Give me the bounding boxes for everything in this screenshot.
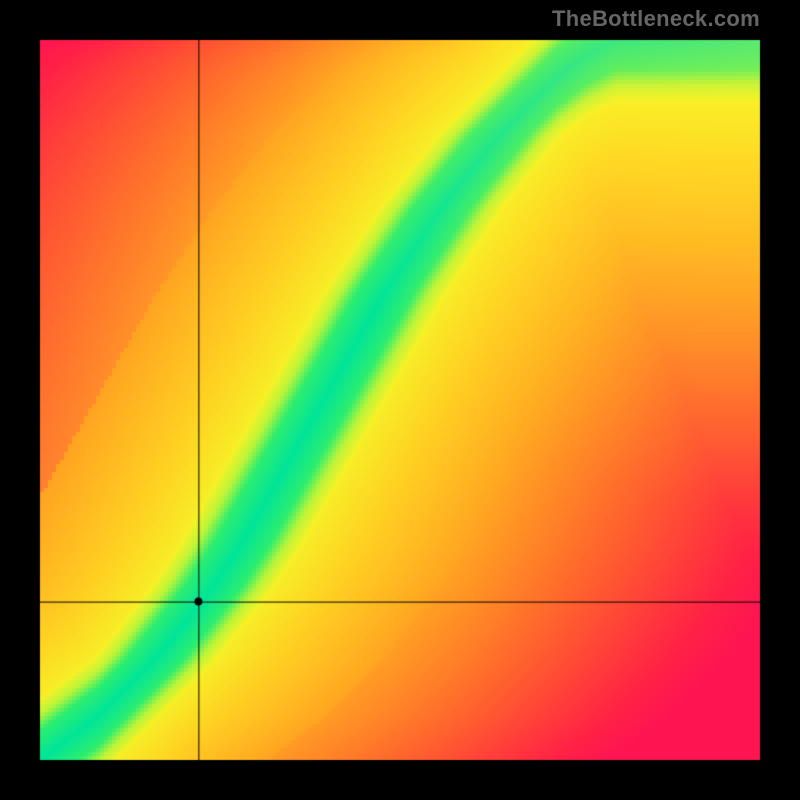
chart-container: TheBottleneck.com [0, 0, 800, 800]
watermark-text: TheBottleneck.com [552, 6, 760, 32]
bottleneck-heatmap [0, 0, 800, 800]
